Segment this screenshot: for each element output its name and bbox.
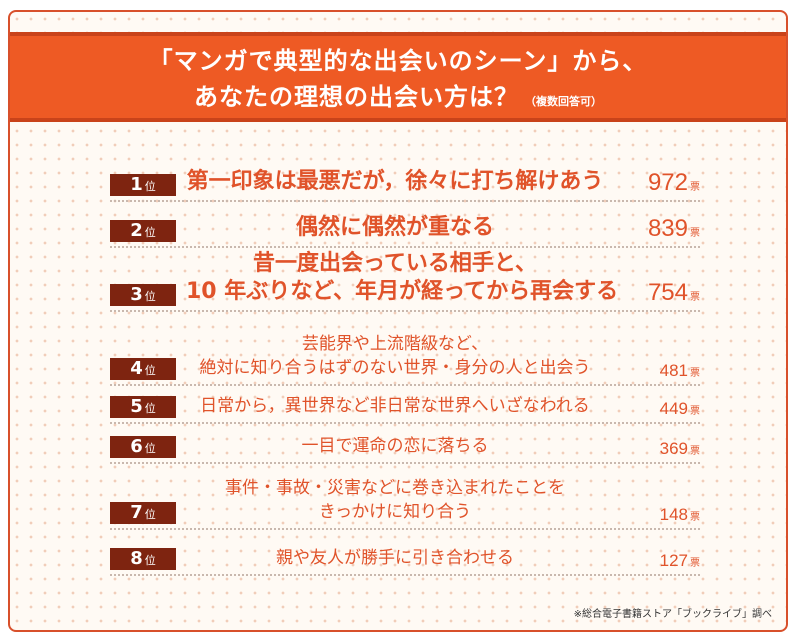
vote-count: 449 票	[660, 399, 700, 419]
dotted-divider	[110, 574, 700, 576]
answer-label: 昔一度出会っている相手と、 10 年ぶりなど、年月が経ってから再会する	[186, 250, 619, 306]
title-line-2: あなたの理想の出会い方は？ （複数回答可）	[10, 82, 786, 117]
answer-label-line: 昔一度出会っている相手と、	[252, 251, 538, 276]
answer-label-line: きっかけに知り合う	[318, 502, 472, 522]
rank-number: 4	[130, 358, 143, 379]
title-banner: 「マンガで典型的な出会いのシーン」から、 あなたの理想の出会い方は？ （複数回答可…	[10, 32, 786, 122]
ranking-row: 7 位事件・事故・災害などに巻き込まれたことを きっかけに知り合う 148 票	[110, 470, 700, 530]
answer-label-line: 親や友人が勝手に引き合わせる	[276, 548, 514, 568]
rank-unit: 位	[144, 180, 156, 193]
vote-unit: 票	[690, 406, 700, 417]
ranking-row: 5 位 日常から，異世界など非日常な世界へいざなわれる 449 票	[110, 388, 700, 424]
rank-number: 1	[130, 174, 143, 195]
answer-label-line: 一目で運命の恋に落ちる	[301, 436, 489, 456]
multiple-answer-note: （複数回答可）	[525, 95, 602, 108]
dotted-divider	[110, 422, 700, 424]
vote-count-value: 754	[647, 279, 688, 306]
rank-number: 6	[130, 436, 143, 457]
vote-count-value: 369	[659, 439, 688, 458]
vote-count-value: 449	[659, 399, 688, 418]
answer-label: 第一印象は最悪だが，徐々に打ち解けあう	[186, 168, 604, 196]
answer-label: 芸能界や上流階級など、絶対に知り合うはずのない世界・身分の人と出会う	[186, 332, 604, 380]
ranking-row: 6 位 一目で運命の恋に落ちる 369 票	[110, 428, 700, 464]
answer-label-line: 10 年ぶりなど、年月が経ってから再会する	[186, 279, 619, 304]
vote-count: 972 票	[648, 169, 700, 197]
vote-count-value: 972	[647, 169, 688, 196]
answer-label-line: 絶対に知り合うはずのない世界・身分の人と出会う	[199, 358, 591, 378]
ranking-row: 8 位 親や友人が勝手に引き合わせる 127 票	[110, 536, 700, 576]
vote-count: 481 票	[660, 361, 700, 381]
vote-unit: 票	[690, 368, 700, 379]
vote-unit: 票	[690, 292, 700, 303]
dotted-divider	[110, 462, 700, 464]
vote-unit: 票	[690, 228, 700, 239]
rank-number: 3	[130, 284, 143, 305]
title-text: あなたの理想の出会い方は？	[194, 83, 519, 111]
answer-label-line: 第一印象は最悪だが，徐々に打ち解けあう	[186, 169, 604, 194]
answer-label-line: 事件・事故・災害などに巻き込まれたことを	[225, 478, 565, 498]
vote-count: 148 票	[660, 505, 700, 525]
rank-unit: 位	[144, 402, 156, 415]
vote-count-value: 481	[659, 361, 688, 380]
vote-count-value: 839	[647, 215, 688, 242]
rank-unit: 位	[144, 290, 156, 303]
answer-label: 事件・事故・災害などに巻き込まれたことを きっかけに知り合う	[186, 476, 604, 524]
vote-unit: 票	[690, 446, 700, 457]
ranking-row: 4 位芸能界や上流階級など、 絶対に知り合うはずのない世界・身分の人と出会う 481 票	[110, 330, 700, 386]
rank-number: 7	[130, 502, 143, 523]
rank-unit: 位	[144, 554, 156, 567]
vote-unit: 票	[690, 182, 700, 193]
rank-unit: 位	[144, 508, 156, 521]
vote-count: 369 票	[660, 439, 700, 459]
dotted-divider	[110, 384, 700, 386]
rank-unit: 位	[144, 226, 156, 239]
source-note: ※総合電子書籍ストア「ブックライブ」調べ	[573, 609, 772, 620]
ranking-row: 3 位 昔一度出会っている相手と、 10 年ぶりなど、年月が経ってから再会する 754 票	[110, 250, 700, 312]
rank-number: 8	[130, 548, 143, 569]
answer-label: 偶然に偶然が重なる	[186, 214, 604, 242]
dotted-divider	[110, 310, 700, 312]
answer-label: 一目で運命の恋に落ちる	[186, 434, 604, 458]
answer-label-line: 芸能界や上流階級など、	[301, 334, 489, 354]
answer-label-line: 日常から，異世界など非日常な世界へいざなわれる	[200, 396, 590, 416]
dotted-divider	[110, 528, 700, 530]
title-line-1: 「マンガで典型的な出会いのシーン」から、	[148, 47, 648, 75]
vote-count-value: 148	[659, 505, 688, 524]
dotted-divider	[110, 246, 700, 248]
dotted-divider	[110, 200, 700, 202]
vote-unit: 票	[690, 558, 700, 569]
ranking-row: 2 位 偶然に偶然が重なる 839 票	[110, 204, 700, 248]
vote-unit: 票	[690, 512, 700, 523]
vote-count: 754 票	[648, 279, 700, 307]
survey-card: 「マンガで典型的な出会いのシーン」から、 あなたの理想の出会い方は？ （複数回答可…	[8, 10, 788, 632]
vote-count: 839 票	[648, 215, 700, 243]
rank-number: 2	[130, 220, 143, 241]
rank-number: 5	[130, 396, 143, 417]
rank-unit: 位	[144, 442, 156, 455]
vote-count-value: 127	[659, 551, 688, 570]
ranking-row: 1 位第一印象は最悪だが，徐々に打ち解けあう 972 票	[110, 160, 700, 202]
answer-label: 親や友人が勝手に引き合わせる	[186, 546, 604, 570]
vote-count: 127 票	[660, 551, 700, 571]
rank-unit: 位	[144, 364, 156, 377]
answer-label: 日常から，異世界など非日常な世界へいざなわれる	[186, 394, 604, 418]
answer-label-line: 偶然に偶然が重なる	[295, 215, 494, 240]
